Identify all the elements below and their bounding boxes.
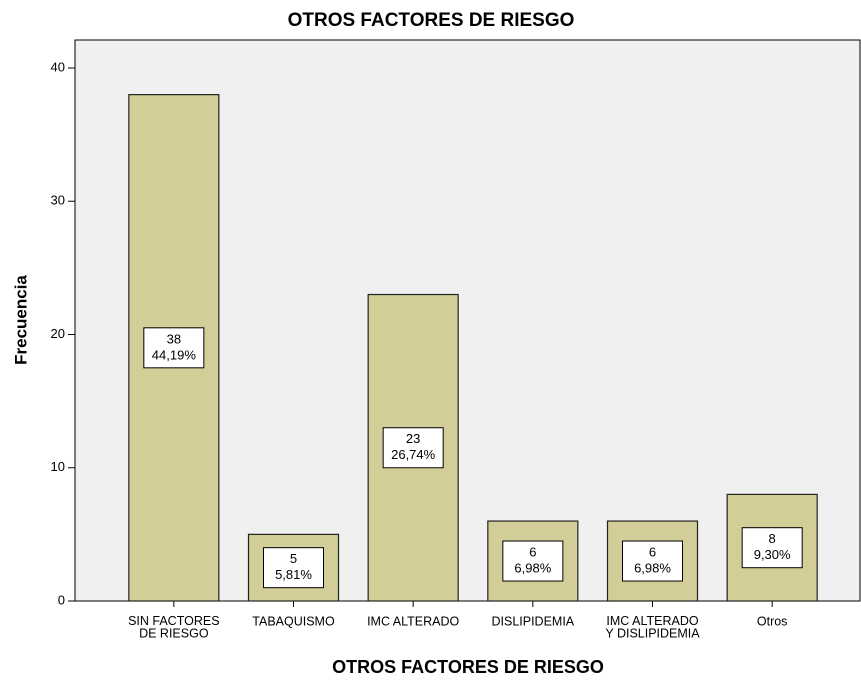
- y-tick-label: 30: [51, 193, 65, 208]
- y-axis-title: Frecuencia: [11, 275, 30, 365]
- value-label: 8: [769, 531, 776, 546]
- y-tick-label: 40: [51, 59, 65, 74]
- value-label-box: [143, 327, 205, 369]
- percentage-label: 9,30%: [754, 547, 791, 562]
- y-tick-label: 10: [51, 459, 65, 474]
- value-label: 6: [649, 544, 656, 559]
- value-label-box: [382, 427, 444, 469]
- x-tick-label: IMC ALTERADO Y DISLIPIDEMIA: [605, 614, 700, 641]
- percentage-label: 6,98%: [514, 560, 551, 575]
- value-label: 6: [529, 544, 536, 559]
- value-label: 23: [406, 431, 420, 446]
- x-tick-label: TABAQUISMO: [252, 614, 335, 628]
- value-label-box: [263, 547, 324, 589]
- percentage-label: 26,74%: [391, 447, 436, 462]
- x-tick-label: DISLIPIDEMIA: [491, 614, 574, 628]
- x-tick-label: IMC ALTERADO: [367, 614, 459, 628]
- value-label-box: [741, 527, 803, 569]
- percentage-label: 44,19%: [152, 347, 197, 362]
- y-tick-label: 20: [51, 326, 65, 341]
- x-tick-label: SIN FACTORES DE RIESGO: [128, 614, 219, 641]
- y-tick-label: 0: [58, 592, 65, 607]
- percentage-label: 6,98%: [634, 560, 671, 575]
- value-label: 5: [290, 551, 297, 566]
- value-label-box: [622, 540, 683, 582]
- value-label: 38: [167, 331, 181, 346]
- value-label-box: [502, 540, 564, 582]
- x-tick-label: Otros: [757, 614, 788, 628]
- x-axis-title: OTROS FACTORES DE RIESGO: [332, 657, 604, 677]
- percentage-label: 5,81%: [275, 567, 312, 582]
- chart-title: OTROS FACTORES DE RIESGO: [288, 10, 575, 31]
